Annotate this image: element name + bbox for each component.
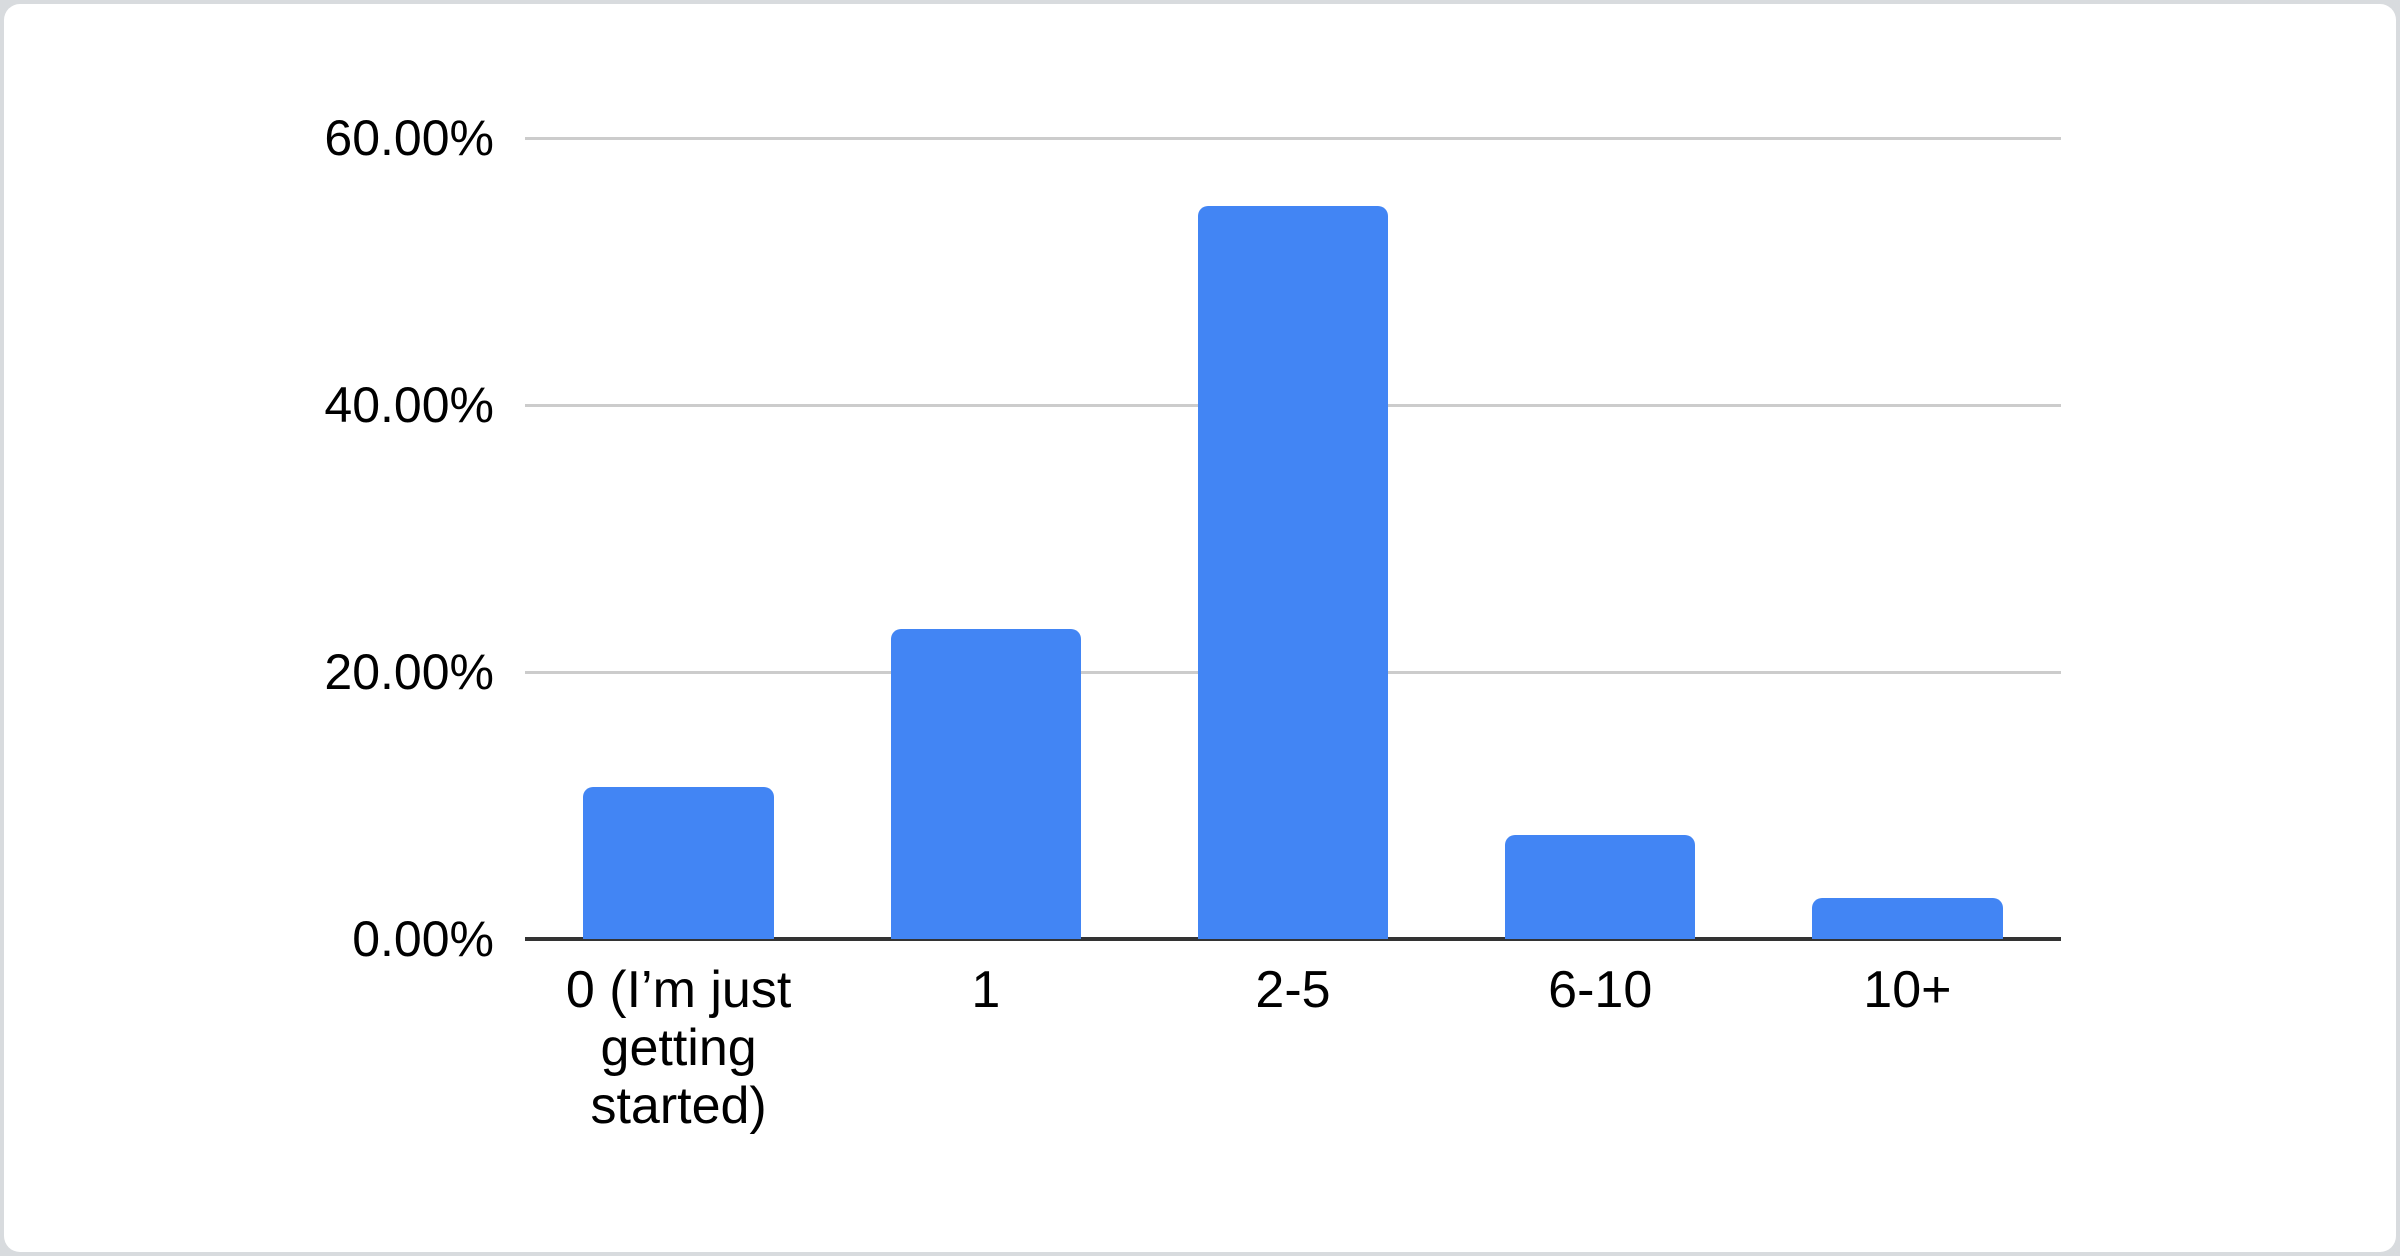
bar-band-1	[832, 138, 1139, 939]
x-category-label-2: 2-5	[1255, 961, 1331, 1019]
y-tick-label-60: 60.00%	[324, 110, 494, 166]
y-axis: 0.00% 20.00% 40.00% 60.00%	[4, 113, 494, 964]
bar-band-4	[1754, 138, 2061, 939]
bar-3	[1504, 834, 1696, 939]
y-tick-label-40: 40.00%	[324, 376, 494, 433]
chart-card: 0.00% 20.00% 40.00% 60.00% 0 (I’m just gett…	[4, 4, 2396, 1252]
x-axis-baseline	[525, 937, 2061, 941]
x-category-label-1: 1	[971, 961, 1001, 1019]
x-category-label-3: 6-10	[1548, 961, 1653, 1019]
x-category-label-4: 10+	[1863, 961, 1952, 1019]
bar-2	[1197, 206, 1389, 939]
bar-0	[583, 786, 774, 939]
bar-series	[525, 138, 2061, 939]
y-tick-label-0: 0.00%	[352, 911, 494, 967]
bar-1	[890, 629, 1082, 939]
bar-band-2	[1139, 138, 1446, 939]
bar-band-0	[525, 138, 832, 939]
bar-band-3	[1447, 138, 1754, 939]
x-axis: 0 (I’m just getting started) 1 2-5 6-10 10+	[525, 961, 2061, 1135]
gridline-60	[525, 137, 2061, 140]
bar-4	[1812, 897, 2003, 939]
x-category-label-0: 0 (I’m just getting started)	[565, 961, 792, 1135]
y-tick-label-20: 20.00%	[324, 643, 494, 700]
